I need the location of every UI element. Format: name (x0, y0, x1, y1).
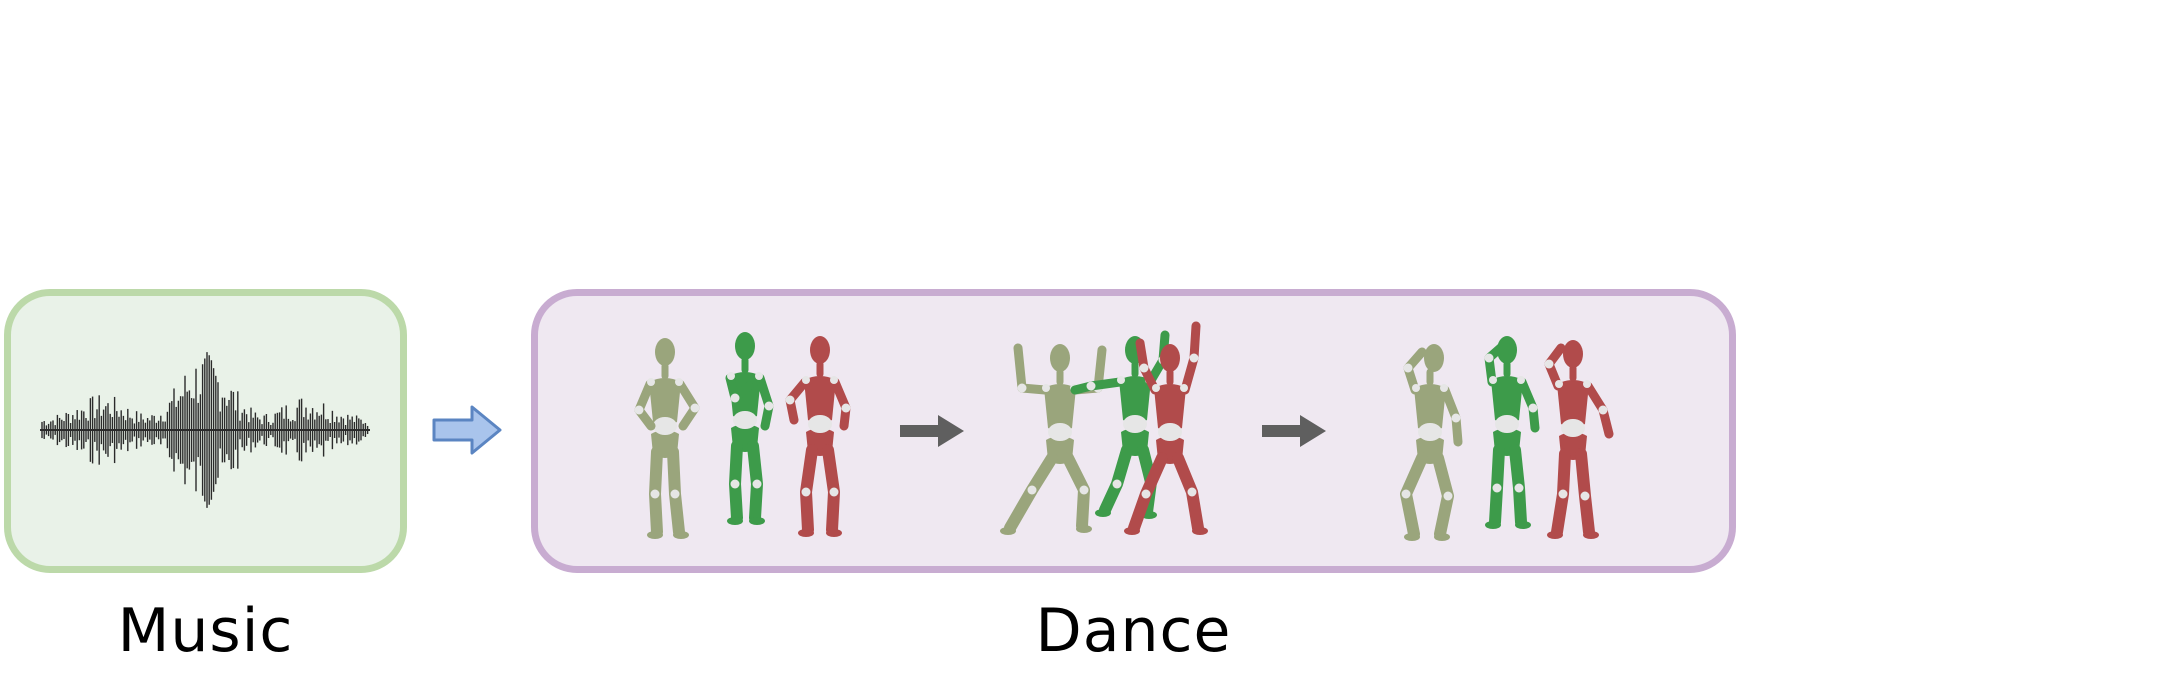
dancer-red (785, 336, 851, 537)
dancer-olive (634, 338, 700, 539)
music-label: Music (117, 596, 294, 666)
right-arrow-solid-icon (900, 415, 964, 447)
right-arrow-outline-icon (432, 405, 502, 455)
dancer-green (725, 332, 774, 525)
dance-label: Dance (1035, 596, 1232, 666)
right-arrow-solid-icon (1262, 415, 1326, 447)
dancer-green (1484, 336, 1540, 529)
dancer-red (1124, 321, 1208, 535)
dancer-group-frame-2 (1000, 321, 1208, 535)
dancer-olive (1000, 343, 1107, 535)
dancer-group-frame-3 (1400, 336, 1614, 541)
dancer-red (1544, 340, 1614, 539)
dancer-olive (1400, 344, 1463, 541)
audio-waveform-icon (40, 352, 370, 508)
dancer-group-frame-1 (634, 332, 851, 539)
